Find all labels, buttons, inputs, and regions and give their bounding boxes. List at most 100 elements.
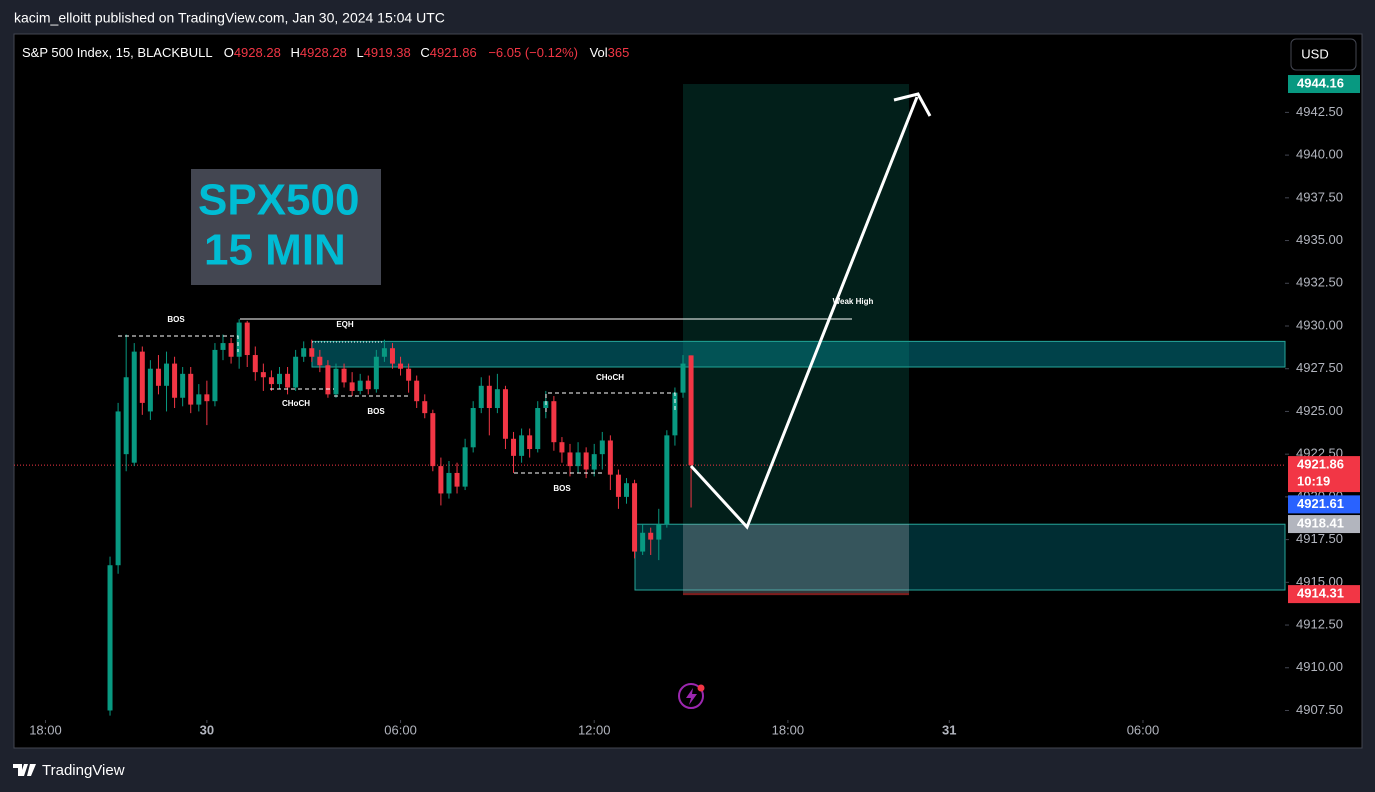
x-tick-label: 31: [942, 722, 956, 737]
price-label: 4914.31: [1297, 586, 1344, 601]
candle-body: [301, 348, 307, 357]
candle-body: [527, 435, 533, 450]
y-tick-label: 4907.50: [1296, 702, 1343, 717]
candle-body: [462, 447, 468, 487]
label-box: [191, 169, 381, 285]
y-tick-label: 4910.00: [1296, 659, 1343, 674]
supply-zone: [311, 340, 1286, 368]
candle-body: [196, 394, 202, 405]
y-tick-label: 4937.50: [1296, 189, 1343, 204]
x-tick-label: 06:00: [384, 722, 417, 737]
alert-dot: [697, 684, 705, 692]
candle-body: [260, 372, 266, 378]
annotation: Weak High: [833, 297, 874, 306]
candle-body: [583, 452, 589, 470]
candle-body: [607, 440, 613, 475]
candle-body: [212, 349, 218, 402]
candle-body: [341, 368, 347, 383]
candle-body: [648, 532, 654, 540]
candle-body: [293, 356, 299, 388]
y-tick-label: 4935.00: [1296, 232, 1343, 247]
chart-frame: [13, 33, 1363, 749]
candle-body: [123, 377, 129, 455]
candle-body: [131, 351, 137, 463]
bos-line: [118, 335, 239, 352]
y-tick-label: 4925.00: [1296, 403, 1343, 418]
candle-body: [414, 380, 420, 402]
candle-body: [559, 442, 565, 453]
candle-body: [325, 365, 331, 395]
choch-line: [545, 392, 676, 412]
legend-value: 4928.28: [234, 45, 281, 60]
candle-body: [252, 355, 258, 373]
candle-body: [115, 411, 121, 566]
legend-value: 4928.28: [300, 45, 347, 60]
candle-body: [664, 435, 670, 525]
legend: S&P 500 Index, 15, BLACKBULL O4928.28 H4…: [22, 45, 629, 60]
candle-body: [575, 452, 581, 467]
price-label-box: [1288, 75, 1360, 94]
projection-arrow: [689, 96, 919, 530]
candle-body: [438, 466, 444, 494]
candle-body: [333, 368, 339, 395]
candle-body: [632, 483, 638, 552]
y-tick-label: 4932.50: [1296, 275, 1343, 290]
y-tick-label: 4940.00: [1296, 147, 1343, 162]
candle-body: [615, 474, 621, 497]
legend-change: −6.05 (−0.12%): [488, 45, 578, 60]
legend-symbol: S&P 500 Index, 15, BLACKBULL: [22, 45, 212, 60]
candle-body: [172, 363, 178, 398]
candle-body: [519, 435, 525, 456]
price-label: 4944.16: [1297, 75, 1344, 90]
x-tick-label: 30: [200, 722, 214, 737]
candle-body: [357, 380, 363, 391]
x-tick-label: 06:00: [1127, 722, 1160, 737]
brand: TradingView: [42, 762, 125, 779]
x-tick-label: 12:00: [578, 722, 611, 737]
y-tick-label: 4915.00: [1296, 574, 1343, 589]
arrow-head: [893, 92, 932, 117]
candle-body: [164, 363, 170, 386]
candle-body: [107, 565, 113, 711]
legend-label: O: [224, 45, 234, 60]
price-label-box: [1288, 456, 1360, 493]
annotation: BOS: [553, 484, 571, 493]
candle-body: [599, 440, 605, 455]
candle-body: [486, 385, 492, 409]
candle-body: [204, 394, 210, 402]
candle-body: [688, 355, 694, 466]
legend-value: 4921.86: [430, 45, 477, 60]
candle-body: [398, 363, 404, 369]
price-label: 4918.41: [1297, 515, 1344, 530]
candle-body: [309, 348, 315, 357]
candle-body: [446, 472, 452, 494]
candle-body: [268, 377, 274, 385]
candle-body: [567, 452, 573, 467]
candle-body: [147, 368, 153, 412]
candle-body: [535, 408, 541, 450]
price-label: 4921.61: [1297, 496, 1344, 511]
candle-body: [672, 392, 678, 436]
annotation: BOS: [367, 407, 385, 416]
demand-zone: [634, 523, 1286, 591]
legend-label: C: [420, 45, 429, 60]
candle-body: [381, 348, 387, 357]
annotation: CHoCH: [596, 373, 624, 382]
candle-body: [276, 373, 282, 385]
x-tick-label: 18:00: [772, 722, 805, 737]
annotation: CHoCH: [282, 399, 310, 408]
price-label: 4921.86: [1297, 457, 1344, 472]
candle-body: [624, 483, 630, 497]
candle-body: [365, 380, 371, 390]
annotation: BOS: [167, 315, 185, 324]
candle-body: [551, 401, 557, 443]
alert-icon[interactable]: [678, 683, 704, 709]
candle-body: [139, 351, 145, 403]
published-by: kacim_elloitt published on TradingView.c…: [14, 10, 445, 26]
currency: USD: [1301, 46, 1328, 61]
legend-label: Vol: [590, 45, 608, 60]
currency-button[interactable]: [1290, 38, 1357, 71]
legend-value: 365: [608, 45, 630, 60]
candle-body: [180, 373, 186, 398]
